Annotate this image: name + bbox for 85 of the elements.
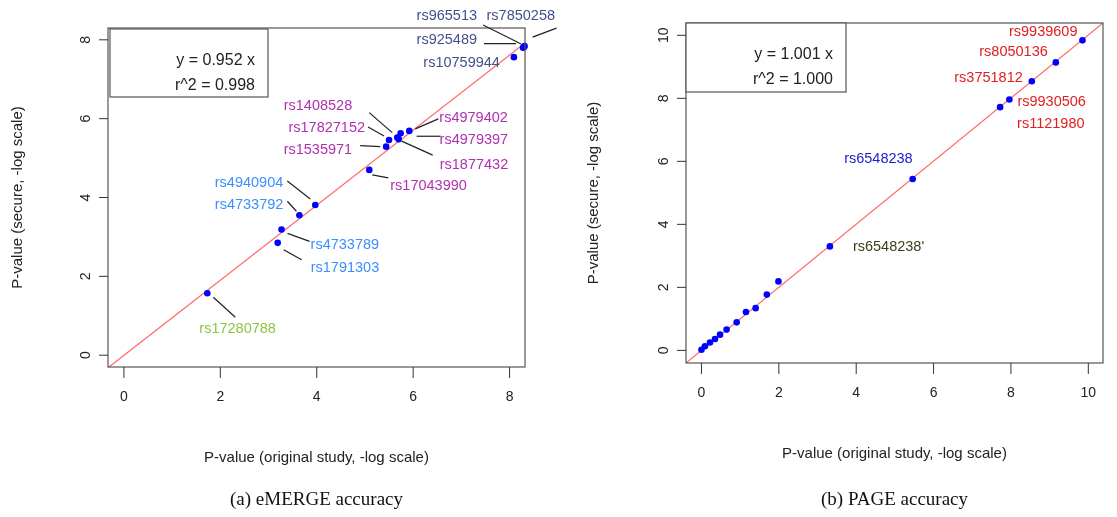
annotation: rs3751812	[954, 69, 1023, 86]
annotation: r^2 = 1.000	[752, 70, 834, 87]
x-tick-label: 10	[1080, 384, 1097, 400]
point	[397, 129, 404, 137]
x-axis-title: P-value (original study, -log scale)	[782, 444, 1007, 461]
x-tick-label: 8	[1007, 384, 1016, 400]
point	[775, 278, 782, 285]
annotation: rs4940904	[214, 173, 284, 190]
annotation: rs4733789	[310, 236, 380, 253]
y-tick-label: 4	[655, 220, 671, 229]
x-tick-label: 0	[120, 388, 129, 404]
x-tick-label: 8	[505, 388, 514, 404]
y-tick-label: 6	[77, 114, 93, 123]
annotation: rs6548238	[844, 149, 913, 166]
x-tick-label: 6	[929, 384, 938, 400]
annotation: rs4979397	[439, 131, 509, 148]
y-tick-label: 2	[77, 272, 93, 281]
y-tick-label: 0	[77, 351, 93, 360]
point	[204, 289, 211, 297]
text: (a) eMERGE accuracy	[229, 488, 404, 510]
stats-box: y = 0.952 x r^2 = 0.998	[109, 28, 269, 98]
annotation: rs10759944	[423, 54, 500, 71]
y-axis-title: P-value (secure, -log scale)	[584, 101, 601, 285]
annotation: rs1408528	[283, 96, 353, 113]
annotation: rs6548238'	[852, 238, 925, 255]
point	[996, 103, 1004, 111]
point	[1028, 77, 1036, 85]
point	[733, 319, 740, 326]
x-tick-label: 0	[697, 384, 706, 400]
annotation: rs9939609	[1008, 23, 1078, 40]
y-tick-label: 0	[655, 346, 671, 355]
annotation: rs1791303	[310, 258, 380, 275]
point	[382, 143, 390, 150]
y-tick-label: 2	[655, 283, 671, 292]
point	[296, 211, 303, 219]
x-tick-label: 6	[409, 388, 418, 404]
point	[752, 304, 759, 312]
y-tick-label: 6	[655, 157, 671, 166]
point	[763, 291, 771, 298]
point	[711, 335, 719, 343]
stats-box: y = 1.001 x r^2 = 1.000	[685, 22, 847, 93]
point	[365, 166, 373, 174]
point	[510, 53, 518, 61]
x-tick-label: 2	[774, 384, 783, 400]
annotation: rs1877432	[439, 156, 509, 173]
y-tick-label: 10	[655, 27, 671, 44]
y-axis-title: P-value (secure, -log scale)	[8, 106, 25, 289]
point	[909, 175, 916, 183]
annotation: rs1535971	[283, 140, 353, 157]
point	[742, 308, 750, 316]
annotation: rs7850258	[486, 7, 556, 24]
point	[278, 226, 285, 233]
point	[274, 239, 281, 247]
y-tick-label: 8	[77, 35, 93, 44]
annotation: rs17827152	[288, 118, 366, 135]
point	[1052, 59, 1060, 66]
point	[312, 201, 319, 209]
point	[723, 326, 730, 333]
point	[1006, 96, 1013, 103]
point	[1079, 37, 1086, 44]
x-tick-label: 4	[852, 384, 861, 400]
annotation: rs17043990	[390, 176, 467, 193]
annotation: y = 1.001 x	[754, 45, 833, 62]
annotation: rs1121980	[1017, 115, 1085, 132]
annotation: rs17280788	[199, 320, 276, 337]
y-tick-label: 4	[77, 193, 93, 202]
point	[406, 127, 413, 135]
annotation: rs4733792	[214, 196, 284, 213]
annotation: y = 0.952 x	[176, 51, 255, 68]
annotation: rs9930506	[1017, 92, 1086, 109]
x-tick-label: 4	[312, 388, 321, 404]
annotation: rs4979402	[439, 108, 508, 125]
point	[706, 339, 714, 346]
point	[826, 243, 834, 250]
point	[698, 346, 705, 354]
x-axis-title: P-value (original study, -log scale)	[204, 448, 429, 465]
annotation: r^2 = 0.998	[174, 76, 256, 93]
y-tick-label: 8	[655, 94, 671, 103]
point	[716, 331, 724, 338]
annotation: rs925489	[416, 30, 478, 47]
x-tick-label: 2	[216, 388, 225, 404]
text: (b) PAGE accuracy	[820, 488, 969, 510]
annotation: rs8050136	[979, 43, 1048, 60]
point	[385, 136, 393, 144]
annotation: rs965513	[416, 6, 478, 23]
